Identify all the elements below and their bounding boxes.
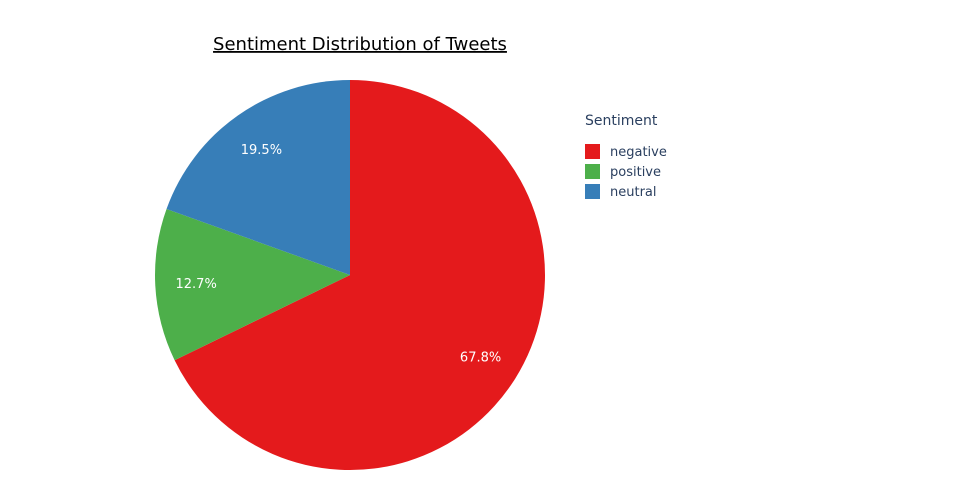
legend-item-negative[interactable]: negative [585,144,667,160]
legend-swatch-positive [585,164,600,179]
slice-label-neutral: 19.5% [241,143,282,158]
legend-title: Sentiment [585,113,658,129]
pie-slices [155,80,546,471]
legend-item-positive[interactable]: positive [585,164,661,180]
legend-label-positive: positive [610,165,661,180]
slice-label-positive: 12.7% [176,277,217,292]
legend-items[interactable]: negative positive neutral [585,144,667,200]
pie-slice-labels: 67.8% 12.7% 19.5% [176,143,502,366]
legend-item-neutral[interactable]: neutral [585,184,657,200]
pie-slice-neutral[interactable] [166,80,350,275]
legend-swatch-neutral [585,184,600,199]
pie-slice-negative[interactable] [174,80,546,471]
pie-slice-positive[interactable] [155,208,350,361]
legend[interactable]: Sentiment negative positive neutral [585,113,667,200]
chart-title: Sentiment Distribution of Tweets [213,34,507,55]
legend-label-neutral: neutral [610,185,657,200]
legend-swatch-negative [585,144,600,159]
slice-label-negative: 67.8% [460,351,501,366]
legend-label-negative: negative [610,145,667,160]
